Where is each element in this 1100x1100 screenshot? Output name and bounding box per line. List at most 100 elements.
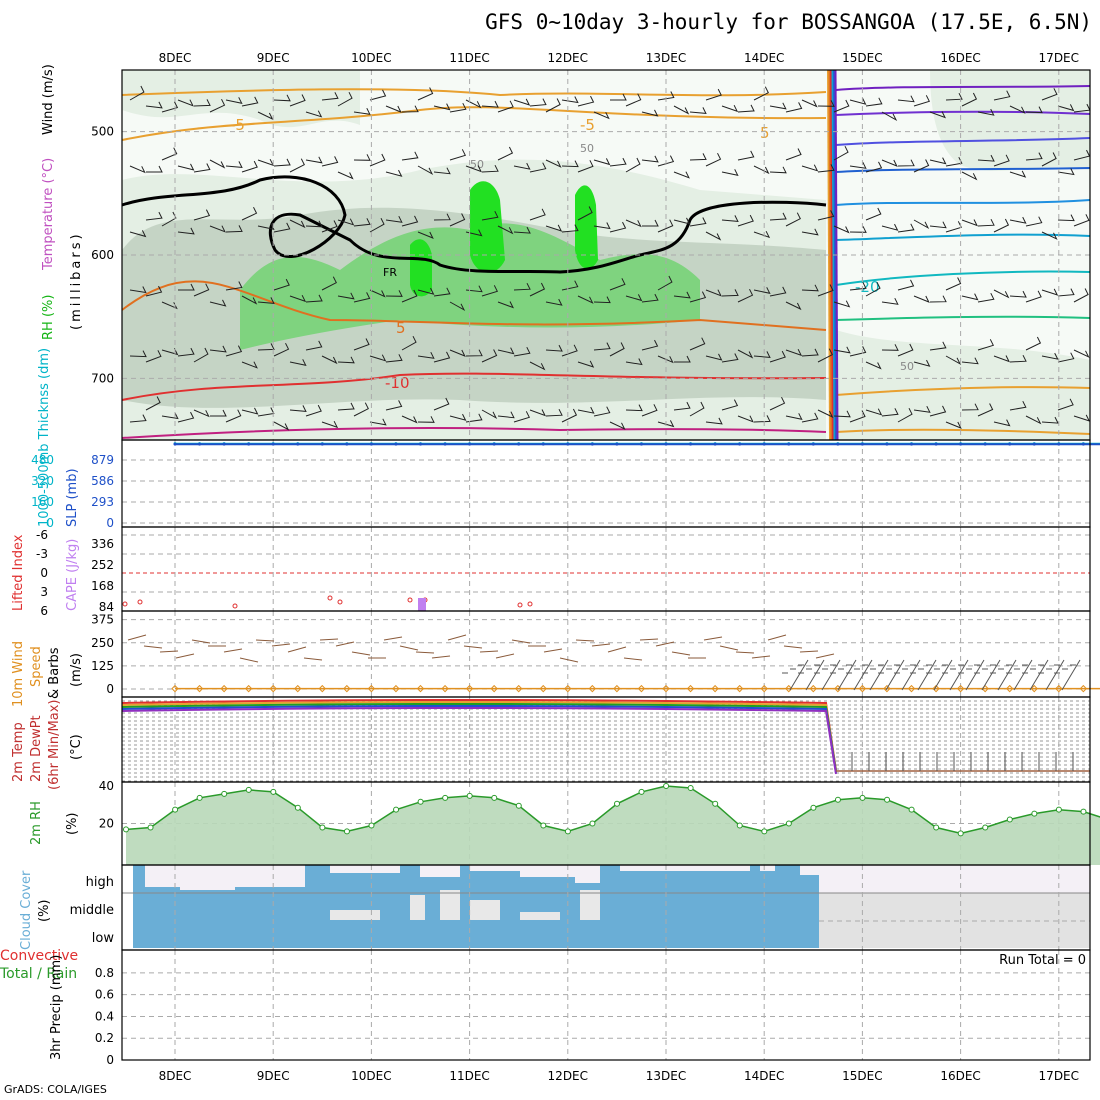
- cloud-level-label: low: [92, 931, 115, 946]
- upper-wind-barb: [849, 410, 866, 423]
- upper-wind-barb: [577, 406, 595, 414]
- upper-wind-barb: [769, 166, 787, 174]
- upper-wind-barb: [545, 159, 562, 168]
- upper-air-ylabel-wind: Wind (m/s): [41, 64, 56, 135]
- cloud-mid-gap: [440, 890, 460, 920]
- lifted-index-point: [407, 597, 413, 603]
- upper-wind-barb: [369, 153, 386, 167]
- wind10-barb-strong: [942, 659, 969, 691]
- thickness-slp-point: [1057, 442, 1061, 446]
- wind10-speed-marker: [932, 684, 940, 693]
- rh2m-point: [761, 828, 768, 835]
- upper-air-ylabel-temp: Temperature (°C): [41, 158, 56, 271]
- upper-wind-barb: [577, 160, 594, 173]
- upper-wind-barb: [801, 348, 819, 357]
- rh2m-point: [368, 822, 375, 829]
- upper-wind-barb: [721, 215, 739, 222]
- wind10-barb: [319, 638, 339, 641]
- upper-wind-barb: [529, 208, 546, 221]
- rh2m-point: [564, 828, 571, 835]
- lifted-tick-label: 3: [40, 585, 48, 599]
- slp-ylabel-group: SLP (mb): [65, 468, 80, 527]
- wind10-barb: [447, 634, 467, 641]
- thickness-slp-point: [222, 442, 226, 446]
- upper-wind-barb: [401, 335, 417, 351]
- upper-wind-barb: [241, 295, 258, 305]
- upper-wind-barb: [881, 408, 899, 417]
- lifted-index-point: [327, 595, 333, 601]
- thickness-slp-point: [296, 442, 300, 446]
- wind10-speed-marker: [294, 684, 302, 693]
- upper-wind-barb: [625, 358, 643, 366]
- wind10-barb: [159, 650, 179, 653]
- upper-wind-barb: [833, 145, 849, 161]
- upper-wind-barb: [689, 217, 707, 227]
- thickness-slp-point: [566, 442, 570, 446]
- thickness-slp-point: [1008, 442, 1012, 446]
- upper-wind-barb: [161, 211, 177, 227]
- rh2m-point: [638, 788, 645, 795]
- upper-wind-barb: [129, 85, 145, 101]
- thickness-slp-point: [811, 442, 815, 446]
- upper-wind-barb: [161, 101, 179, 113]
- upper-wind-barb: [961, 171, 978, 181]
- wind10-speed-marker: [1055, 684, 1063, 693]
- upper-wind-barb: [642, 219, 659, 227]
- upper-wind-barb: [721, 289, 739, 297]
- wind10-barb: [191, 639, 211, 644]
- lifted-tick-label: -3: [36, 547, 48, 561]
- contour-label: 50: [580, 142, 594, 155]
- upper-wind-barb: [593, 222, 611, 230]
- upper-wind-barb: [353, 292, 371, 303]
- precip-ylabel-group: Total / Rain Convective: [0, 948, 78, 982]
- thickness-slp-point: [345, 442, 349, 446]
- upper-wind-barb: [929, 295, 947, 303]
- upper-wind-barb: [929, 221, 947, 229]
- upper-wind-barb: [337, 91, 353, 107]
- upper-wind-barb: [945, 156, 963, 167]
- wind10-ylabel-barbs: & Barbs: [47, 647, 62, 699]
- upper-wind-barb: [945, 92, 963, 101]
- upper-wind-barb: [961, 219, 979, 227]
- bottom-day-label: 11DEC: [449, 1069, 489, 1083]
- upper-wind-barb: [305, 340, 323, 351]
- upper-wind-barb: [769, 102, 787, 110]
- thickness-ylabel-group: 1000-500mb Thicknss (dm): [37, 348, 52, 527]
- bottom-day-label: 15DEC: [842, 1069, 882, 1083]
- upper-wind-barb: [817, 348, 833, 363]
- rh2m-point: [1006, 816, 1013, 823]
- upper-wind-barb: [209, 225, 226, 233]
- top-day-label: 14DEC: [744, 51, 784, 65]
- upper-wind-barb: [321, 220, 338, 233]
- temperature-contour: [121, 280, 827, 331]
- contour-label: 5: [760, 124, 770, 142]
- slp-right-tick-label: 293: [91, 495, 114, 509]
- rh-band-east: [930, 70, 1090, 171]
- wind10-barb: [511, 639, 531, 644]
- upper-wind-barb: [705, 353, 723, 361]
- thickness-slp-line: [175, 442, 1100, 445]
- wind10-speed-marker: [367, 684, 376, 693]
- upper-wind-barb: [273, 94, 291, 102]
- thickness-slp-point: [1032, 442, 1036, 446]
- contour-label: FR: [383, 266, 397, 279]
- thickness-slp-point: [934, 442, 938, 446]
- rh2m-point: [1031, 810, 1038, 817]
- wind10-barb-strong: [782, 659, 809, 691]
- rh2m-point: [417, 798, 424, 805]
- temperature-contour: [835, 110, 1091, 116]
- upper-wind-barb: [177, 227, 195, 235]
- upper-wind-barb: [657, 91, 675, 101]
- rh2m-point: [515, 802, 522, 809]
- upper-wind-barb: [289, 94, 306, 107]
- upper-wind-barb: [529, 98, 547, 107]
- upper-wind-barb: [481, 100, 499, 108]
- cape-tick-label: 336: [91, 537, 114, 551]
- upper-wind-barb: [913, 359, 931, 367]
- rh2m-units: (%): [65, 813, 80, 836]
- upper-wind-barb: [1073, 288, 1089, 303]
- lifted-ylabel: Lifted Index: [11, 534, 26, 611]
- upper-wind-barb: [385, 105, 402, 113]
- upper-wind-barb: [561, 160, 579, 168]
- upper-wind-barb: [1073, 349, 1090, 358]
